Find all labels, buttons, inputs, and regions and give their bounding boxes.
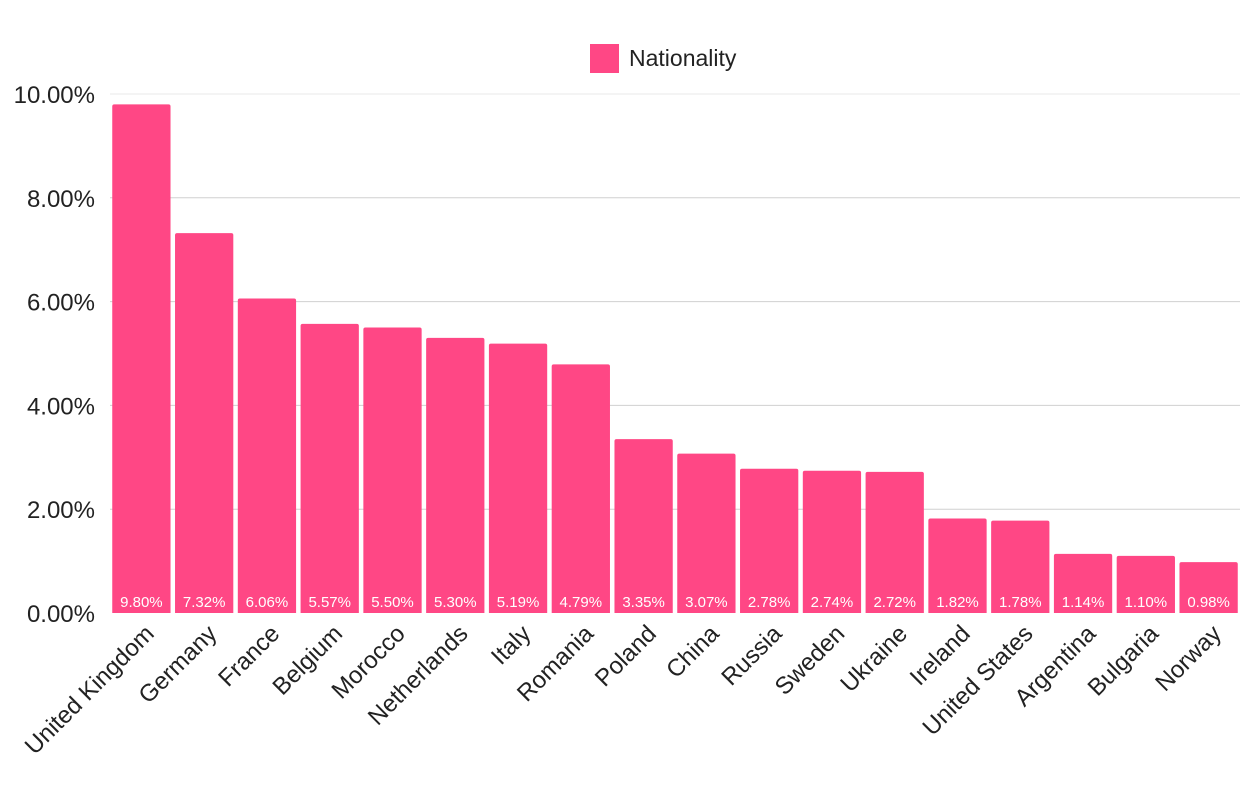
bar-data-label: 5.30% [434,594,477,611]
bar-data-label: 5.19% [497,594,540,611]
bar [677,453,736,613]
bar [865,471,924,613]
bar [488,343,548,613]
bar-data-label: 3.07% [685,594,728,611]
x-axis-category-labels: United KingdomGermanyFranceBelgiumMorocc… [20,620,1227,760]
y-axis-tick-labels: 0.00% 2.00% 4.00% 6.00% 8.00% 10.00% [14,82,95,628]
x-tick-label: Sweden [770,620,850,700]
x-tick-label: Norway [1150,620,1227,697]
bar-data-label: 7.32% [183,594,226,611]
bars [112,104,1238,614]
bar-data-label: 4.79% [560,594,603,611]
gridlines [110,93,1240,510]
y-tick-label: 2.00% [27,497,95,524]
bar [614,439,673,613]
legend-label: Nationality [629,45,737,71]
bar-data-label: 2.72% [873,594,916,611]
bar-data-label: 5.57% [308,594,351,611]
bar-data-label: 2.78% [748,594,791,611]
bar [802,470,862,613]
bar [175,233,234,614]
bar-data-labels: 9.80% 7.32% 6.06% 5.57% 5.50% 5.30% 5.19% 4.79%… [120,594,1230,611]
bar [928,518,987,613]
bar [237,298,297,613]
bar-data-label: 3.35% [622,594,665,611]
y-tick-label: 10.00% [14,82,95,109]
bar-data-label: 0.98% [1187,594,1230,611]
bar [991,520,1050,613]
bar [363,327,422,613]
bar [300,323,359,613]
bar-data-label: 9.80% [120,594,163,611]
bar-data-label: 6.06% [246,594,289,611]
bar-data-label: 2.74% [811,594,854,611]
x-tick-label: Poland [590,620,662,692]
bar-data-label: 1.14% [1062,594,1105,611]
bar-data-label: 1.10% [1125,594,1168,611]
x-tick-label: China [661,620,725,684]
x-tick-label: Bulgaria [1083,620,1165,702]
y-tick-label: 4.00% [27,393,95,420]
bar-data-label: 5.50% [371,594,414,611]
legend: Nationality [590,44,737,73]
bar [1053,553,1113,613]
y-tick-label: 0.00% [27,601,95,628]
x-tick-label: Italy [486,620,536,670]
x-tick-label: Ukraine [835,620,913,698]
bar [740,468,799,613]
bar [426,337,485,613]
legend-swatch [590,44,619,73]
bar [1179,562,1238,613]
bar-data-label: 1.82% [936,594,979,611]
bar [1116,555,1175,613]
bar-data-label: 1.78% [999,594,1042,611]
y-tick-label: 8.00% [27,186,95,213]
bar [551,364,610,613]
y-tick-label: 6.00% [27,290,95,317]
bar [112,104,171,613]
